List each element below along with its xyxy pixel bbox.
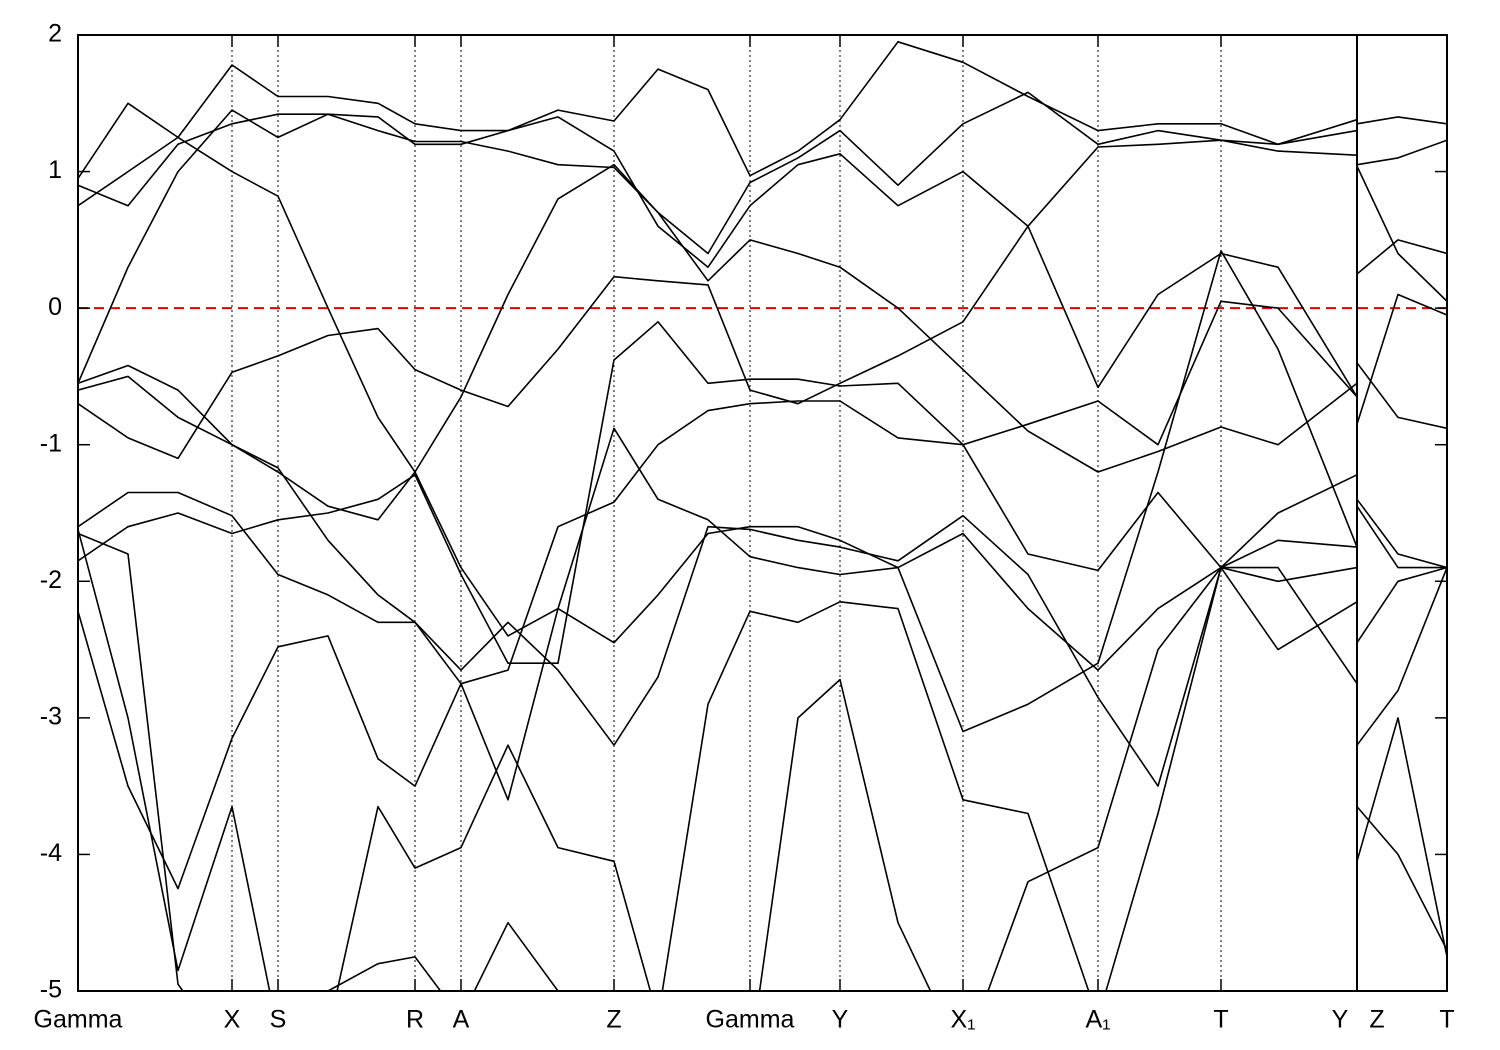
x-tick-label: Z — [606, 1006, 621, 1034]
band-line — [78, 491, 1447, 787]
plot-area — [78, 41, 1447, 991]
band-line — [78, 109, 1447, 384]
x-tick-label: T — [1213, 1006, 1228, 1034]
band-line — [78, 136, 1447, 671]
grid — [77, 35, 1448, 991]
y-tick-label: 2 — [48, 20, 62, 48]
y-tick-label: -4 — [40, 839, 62, 867]
x-tick-label: A₁ — [1085, 1006, 1110, 1034]
band-line — [78, 321, 1447, 664]
y-tick-label: -3 — [40, 702, 62, 730]
x-tick-label: A — [453, 1006, 470, 1034]
band-line — [78, 529, 1447, 991]
x-tick-label: Z — [1369, 1006, 1384, 1034]
band-line — [78, 250, 1447, 890]
y-tick-label: 1 — [48, 156, 62, 184]
x-tick-label: X — [224, 1006, 241, 1034]
x-tick-label: R — [406, 1006, 424, 1034]
band-line — [78, 532, 1447, 991]
x-tick-label: S — [270, 1006, 287, 1034]
x-tick-label: Gamma — [34, 1006, 123, 1034]
band-line — [78, 41, 1447, 179]
band-line — [78, 293, 1447, 685]
x-tick-label: Y — [1332, 1006, 1349, 1034]
band-line — [78, 165, 1447, 460]
x-tick-label: Y — [832, 1006, 849, 1034]
plot-frame — [77, 34, 1448, 992]
band-line — [78, 91, 1447, 255]
band-line — [78, 163, 1447, 521]
y-tick-label: -5 — [40, 976, 62, 1004]
x-tick-label: T — [1439, 1006, 1454, 1034]
y-tick-label: 0 — [48, 293, 62, 321]
x-tick-label: Gamma — [706, 1006, 795, 1034]
y-tick-label: -2 — [40, 566, 62, 594]
y-tick-label: -1 — [40, 429, 62, 457]
x-tick-label: X₁ — [950, 1006, 975, 1034]
